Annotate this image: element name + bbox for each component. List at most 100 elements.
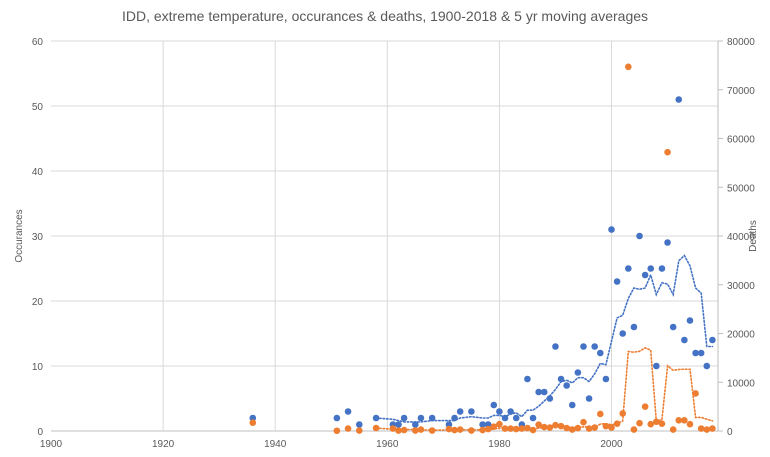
- occurances-point: [535, 388, 542, 396]
- y-tick-label: 50: [32, 102, 44, 113]
- y2-axis-label: Deaths: [748, 220, 759, 252]
- deaths-point: [524, 424, 531, 432]
- occurances-point: [529, 414, 537, 422]
- occurances-point: [585, 395, 593, 402]
- deaths-point: [333, 427, 341, 435]
- deaths-point: [681, 416, 688, 424]
- occurances-point: [703, 362, 711, 370]
- deaths-point: [563, 424, 570, 432]
- deaths-point: [456, 426, 464, 433]
- deaths-point: [445, 425, 453, 433]
- y-tick-label: 10: [32, 362, 44, 373]
- occurances-point: [557, 375, 565, 383]
- deaths-point: [596, 410, 604, 418]
- occurances-point: [675, 96, 683, 103]
- occurances-point: [468, 408, 475, 415]
- occurances-point: [451, 414, 458, 422]
- deaths-point: [580, 418, 587, 426]
- deaths-point: [692, 390, 699, 397]
- deaths-point: [490, 423, 498, 430]
- y-tick-label: 30: [32, 232, 44, 243]
- deaths-point: [479, 426, 486, 434]
- deaths-point: [540, 423, 548, 431]
- deaths-point: [546, 424, 554, 431]
- deaths-point: [355, 427, 363, 434]
- occurances-point: [630, 323, 638, 331]
- x-tick-label: 1920: [152, 439, 175, 450]
- deaths-point: [613, 420, 621, 427]
- occurances-point: [658, 265, 666, 272]
- deaths-point: [249, 419, 257, 427]
- occurances-point: [484, 421, 492, 428]
- deaths-point: [468, 427, 475, 434]
- deaths-point: [669, 426, 677, 433]
- occurances-point: [664, 239, 671, 246]
- deaths-point: [535, 421, 542, 428]
- occurances-point: [428, 414, 436, 422]
- y2-tick-label: 20000: [727, 330, 755, 341]
- y-tick-label: 20: [32, 297, 44, 308]
- occurances-point: [647, 265, 655, 272]
- y-tick-label: 40: [32, 167, 44, 178]
- occurances-point: [669, 323, 677, 331]
- deaths-point: [428, 427, 436, 434]
- occurances-point: [445, 421, 453, 428]
- deaths-point: [484, 425, 492, 433]
- x-tick-label: 1980: [488, 439, 511, 450]
- deaths-point: [647, 420, 655, 428]
- occurances-point: [574, 369, 582, 376]
- occurances-point: [512, 414, 520, 422]
- deaths-point: [395, 427, 402, 434]
- deaths-point: [709, 425, 716, 432]
- y2-tick-label: 80000: [727, 37, 755, 48]
- y2-tick-label: 10000: [727, 378, 755, 389]
- occurances-point: [709, 336, 716, 344]
- occurances-point: [641, 271, 649, 279]
- y-axis-label: Occurances: [14, 209, 25, 262]
- y2-tick-label: 60000: [727, 135, 755, 146]
- deaths-point: [608, 424, 615, 431]
- y2-tick-label: 50000: [727, 183, 755, 194]
- deaths-point: [372, 424, 380, 432]
- x-tick-label: 1960: [376, 439, 399, 450]
- y2-tick-label: 30000: [727, 281, 755, 292]
- occurances-point: [479, 421, 486, 428]
- occurances-point: [540, 388, 548, 396]
- occurances-point: [563, 382, 570, 389]
- x-tick-label: 1900: [40, 439, 63, 450]
- occurances-point: [568, 401, 576, 409]
- occurances-point: [546, 395, 554, 402]
- x-tick-label: 1940: [264, 439, 287, 450]
- y2-tick-label: 0: [727, 427, 733, 438]
- deaths-point: [417, 426, 425, 433]
- occurances-point: [686, 317, 694, 324]
- deaths-point: [658, 420, 666, 427]
- deaths-point: [512, 425, 520, 433]
- occurances-point: [456, 408, 464, 415]
- occurances-point: [400, 414, 408, 422]
- occurances-point: [501, 414, 509, 422]
- occurances-point: [417, 414, 425, 422]
- deaths-point: [636, 419, 643, 427]
- occurances-point: [344, 408, 352, 415]
- deaths-point: [389, 425, 397, 432]
- occurances-point: [636, 232, 643, 240]
- deaths-point: [625, 63, 632, 71]
- deaths-point: [591, 424, 598, 431]
- occurances-point: [496, 408, 503, 415]
- deaths-point: [568, 426, 576, 433]
- occurances-point: [692, 349, 699, 357]
- occurances-point: [395, 421, 402, 428]
- occurances-point: [653, 362, 660, 370]
- deaths-point: [653, 418, 660, 426]
- deaths-point: [557, 422, 565, 430]
- occurances-point: [697, 349, 705, 357]
- occurances-point: [524, 375, 531, 383]
- occurances-point: [608, 226, 615, 233]
- occurances-point: [625, 265, 632, 272]
- occurances-point: [507, 408, 514, 415]
- occurances-point: [372, 414, 380, 422]
- deaths-point: [675, 416, 683, 424]
